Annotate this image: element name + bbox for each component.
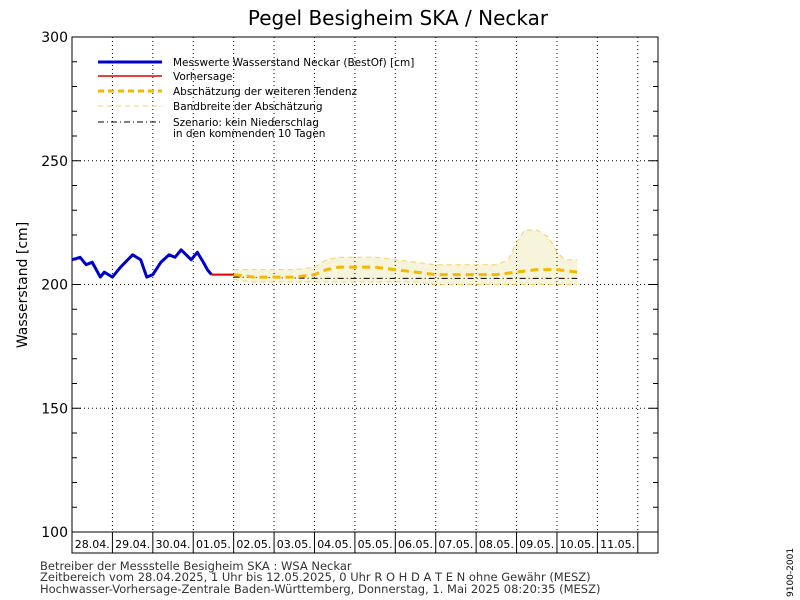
x-tick-label: 30.04. <box>156 538 191 551</box>
legend-label-scenario: in den kommenden 10 Tagen <box>173 128 325 140</box>
series-layer <box>71 229 578 285</box>
x-tick-label: 06.05. <box>398 538 433 551</box>
x-tick-label: 28.04. <box>75 538 110 551</box>
y-axis-label: Wasserstand [cm] <box>15 222 31 348</box>
x-tick-label: 09.05. <box>519 538 554 551</box>
x-tick-label: 05.05. <box>358 538 393 551</box>
plot-frame <box>71 36 659 554</box>
y-tick-label: 250 <box>41 154 68 170</box>
footer-operator: Betreiber der Messstelle Besigheim SKA :… <box>40 559 352 573</box>
band-lower-line <box>233 279 578 285</box>
measured-line <box>71 248 213 279</box>
x-tick-label: 02.05. <box>236 538 271 551</box>
y-tick-label: 100 <box>41 525 68 541</box>
y-tick-label: 150 <box>41 401 68 417</box>
chart-title: Pegel Besigheim SKA / Neckar <box>248 6 549 30</box>
legend-label-measured: Messwerte Wasserstand Neckar (BestOf) [c… <box>173 57 414 69</box>
grid-layer <box>72 37 658 532</box>
y-tick-label: 200 <box>41 278 68 294</box>
band-layer <box>233 230 578 285</box>
legend-label-band: Bandbreite der Abschätzung <box>173 101 323 113</box>
y-tick-label: 300 <box>41 30 68 46</box>
x-tick-label: 07.05. <box>438 538 473 551</box>
axis-layer: 100 150 200 250 300 28.04. 29.04. 30.04. 01.05. 0… <box>41 30 659 554</box>
x-tick-label: 01.05. <box>196 538 231 551</box>
band-fill <box>233 230 578 285</box>
x-tick-label: 08.05. <box>479 538 514 551</box>
band-upper-line <box>233 229 578 271</box>
side-code: 9100-2001 <box>786 548 796 597</box>
footer-agency: Hochwasser-Vorhersage-Zentrale Baden-Wür… <box>40 582 600 596</box>
x-tick-label: 10.05. <box>560 538 595 551</box>
legend: Messwerte Wasserstand Neckar (BestOf) [c… <box>98 57 414 140</box>
footer-time-range: Zeitbereich vom 28.04.2025, 1 Uhr bis 12… <box>40 570 591 584</box>
legend-label-forecast: Vorhersage <box>173 71 232 83</box>
legend-label-scenario: Szenario: kein Niederschlag <box>173 117 319 129</box>
x-tick-label: 04.05. <box>317 538 352 551</box>
trend-line <box>233 265 578 279</box>
x-tick-label: 03.05. <box>277 538 312 551</box>
x-tick-label: 11.05. <box>600 538 635 551</box>
x-tick-label: 29.04. <box>115 538 150 551</box>
legend-label-trend: Abschätzung der weiteren Tendenz <box>173 86 358 98</box>
